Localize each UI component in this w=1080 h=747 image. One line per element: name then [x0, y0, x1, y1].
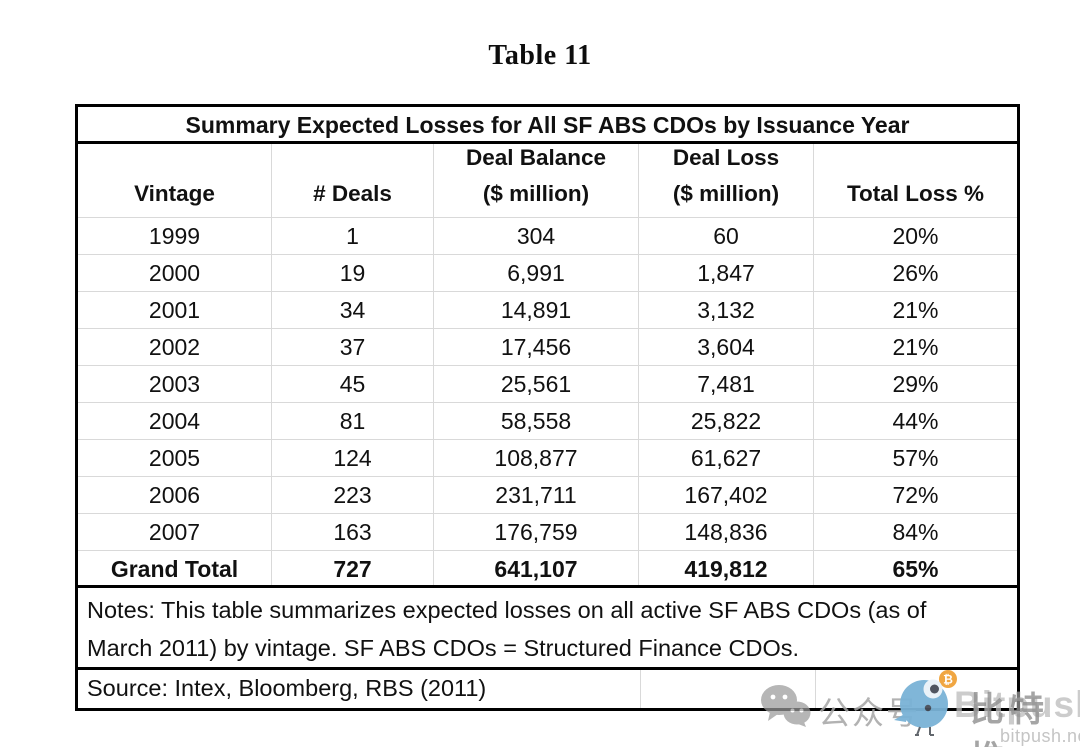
- cell-deal-loss: 25,822: [638, 403, 813, 439]
- col-header-deal-balance: Deal Balance ($ million): [433, 144, 638, 217]
- cell-deal-loss: 3,604: [638, 329, 813, 365]
- table-caption: Summary Expected Losses for All SF ABS C…: [78, 107, 1017, 144]
- cell-grand-deals: 727: [271, 551, 433, 585]
- cell-deals: 37: [271, 329, 433, 365]
- col-header-deal-loss: Deal Loss ($ million): [638, 144, 813, 217]
- page-title: Table 11: [488, 40, 592, 71]
- cell-vintage: 1999: [148, 223, 201, 249]
- brand-domain: bitpush.news: [1000, 726, 1080, 746]
- table-row: 2001 34 14,891 3,132 21%: [78, 292, 1017, 329]
- cell-deal-loss: 7,481: [638, 366, 813, 402]
- cell-total-loss: 44%: [813, 403, 1017, 439]
- table-row: 2004 81 58,558 25,822 44%: [78, 403, 1017, 440]
- cell-vintage: 2000: [148, 260, 201, 286]
- cell-total-loss: 20%: [813, 218, 1017, 254]
- cell-vintage: 2003: [148, 371, 201, 397]
- cell-deal-loss: 167,402: [638, 477, 813, 513]
- losses-table: Summary Expected Losses for All SF ABS C…: [75, 104, 1020, 711]
- cell-total-loss: 57%: [813, 440, 1017, 476]
- cell-vintage: 2006: [148, 482, 201, 508]
- cell-deal-balance: 6,991: [433, 255, 638, 291]
- col-header-vintage: Vintage: [134, 181, 215, 206]
- col-header-total-loss: Total Loss %: [813, 144, 1017, 217]
- cell-deal-loss: 148,836: [638, 514, 813, 550]
- table-row: 1999 1 304 60 20%: [78, 218, 1017, 255]
- cell-total-loss: 26%: [813, 255, 1017, 291]
- cell-deal-balance: 108,877: [433, 440, 638, 476]
- cell-deal-balance: 304: [433, 218, 638, 254]
- cell-deals: 81: [271, 403, 433, 439]
- cell-deal-loss: 61,627: [638, 440, 813, 476]
- table-row: 2005 124 108,877 61,627 57%: [78, 440, 1017, 477]
- source-spacer-cell: [815, 670, 1017, 708]
- cell-deal-balance: 25,561: [433, 366, 638, 402]
- cell-deal-balance: 176,759: [433, 514, 638, 550]
- cell-deals: 19: [271, 255, 433, 291]
- table-source: Source: Intex, Bloomberg, RBS (2011): [87, 675, 487, 701]
- table-header-row: Vintage # Deals Deal Balance ($ million)…: [78, 144, 1017, 218]
- table-row: 2003 45 25,561 7,481 29%: [78, 366, 1017, 403]
- cell-grand-total-loss: 65%: [813, 551, 1017, 585]
- cell-deal-balance: 14,891: [433, 292, 638, 328]
- cell-deal-balance: 231,711: [433, 477, 638, 513]
- source-spacer-cell: [640, 670, 815, 708]
- cell-deals: 223: [271, 477, 433, 513]
- cell-vintage: 2004: [148, 408, 201, 434]
- cell-deal-balance: 17,456: [433, 329, 638, 365]
- cell-total-loss: 21%: [813, 292, 1017, 328]
- cell-total-loss: 72%: [813, 477, 1017, 513]
- cell-deal-balance: 58,558: [433, 403, 638, 439]
- cell-deal-loss: 1,847: [638, 255, 813, 291]
- table-row: 2006 223 231,711 167,402 72%: [78, 477, 1017, 514]
- table-row: 2002 37 17,456 3,604 21%: [78, 329, 1017, 366]
- cell-deals: 1: [271, 218, 433, 254]
- cell-grand-deal-balance: 641,107: [433, 551, 638, 585]
- cell-total-loss: 21%: [813, 329, 1017, 365]
- cell-vintage: 2005: [148, 445, 201, 471]
- cell-deals: 163: [271, 514, 433, 550]
- cell-grand-label: Grand Total: [110, 556, 239, 582]
- cell-deals: 45: [271, 366, 433, 402]
- cell-total-loss: 84%: [813, 514, 1017, 550]
- cell-deal-loss: 60: [638, 218, 813, 254]
- table-row: 2007 163 176,759 148,836 84%: [78, 514, 1017, 551]
- col-header-deals: # Deals: [271, 144, 433, 217]
- cell-deals: 124: [271, 440, 433, 476]
- table-row: 2000 19 6,991 1,847 26%: [78, 255, 1017, 292]
- grand-total-row: Grand Total 727 641,107 419,812 65%: [78, 551, 1017, 588]
- source-row: Source: Intex, Bloomberg, RBS (2011): [78, 670, 1017, 708]
- cell-vintage: 2002: [148, 334, 201, 360]
- cell-vintage: 2007: [148, 519, 201, 545]
- cell-deal-loss: 3,132: [638, 292, 813, 328]
- cell-total-loss: 29%: [813, 366, 1017, 402]
- cell-deals: 34: [271, 292, 433, 328]
- table-notes: Notes: This table summarizes expected lo…: [78, 588, 1017, 670]
- cell-grand-deal-loss: 419,812: [638, 551, 813, 585]
- cell-vintage: 2001: [148, 297, 201, 323]
